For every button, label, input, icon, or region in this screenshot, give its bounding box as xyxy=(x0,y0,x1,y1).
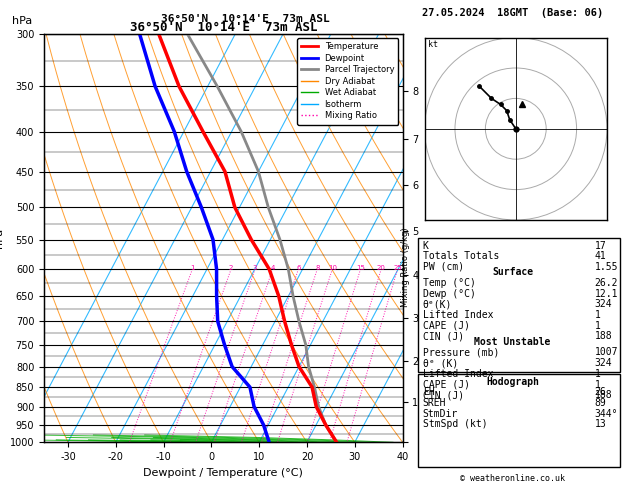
X-axis label: Dewpoint / Temperature (°C): Dewpoint / Temperature (°C) xyxy=(143,468,303,478)
Text: 324: 324 xyxy=(594,358,612,368)
Text: 89: 89 xyxy=(594,398,606,408)
Y-axis label: km
ASL: km ASL xyxy=(435,238,453,260)
Text: 324: 324 xyxy=(594,299,612,310)
Text: Lifted Index: Lifted Index xyxy=(423,310,493,320)
Title: 36°50'N  10°14'E  73m ASL: 36°50'N 10°14'E 73m ASL xyxy=(130,21,317,34)
Text: Lifted Index: Lifted Index xyxy=(423,369,493,379)
Legend: Temperature, Dewpoint, Parcel Trajectory, Dry Adiabat, Wet Adiabat, Isotherm, Mi: Temperature, Dewpoint, Parcel Trajectory… xyxy=(297,38,398,124)
Text: 188: 188 xyxy=(594,331,612,342)
Text: Pressure (mb): Pressure (mb) xyxy=(423,347,499,358)
Text: Mixing Ratio (g/kg): Mixing Ratio (g/kg) xyxy=(401,227,410,307)
Text: θᵉ (K): θᵉ (K) xyxy=(423,358,458,368)
Text: 1: 1 xyxy=(594,380,600,390)
Text: PW (cm): PW (cm) xyxy=(423,262,464,272)
Text: 1: 1 xyxy=(594,369,600,379)
Text: hPa: hPa xyxy=(12,16,32,26)
Text: 20: 20 xyxy=(377,265,386,271)
Text: 13: 13 xyxy=(594,419,606,430)
Text: 41: 41 xyxy=(594,251,606,261)
Text: Surface: Surface xyxy=(492,267,533,278)
Text: 15: 15 xyxy=(356,265,365,271)
Text: Temp (°C): Temp (°C) xyxy=(423,278,476,288)
Text: 10: 10 xyxy=(328,265,337,271)
Text: StmDir: StmDir xyxy=(423,409,458,419)
Text: 36°50'N  10°14'E  73m ASL: 36°50'N 10°14'E 73m ASL xyxy=(161,14,330,24)
Text: 8: 8 xyxy=(315,265,320,271)
Text: StmSpd (kt): StmSpd (kt) xyxy=(423,419,487,430)
Text: θᵉ(K): θᵉ(K) xyxy=(423,299,452,310)
Text: 188: 188 xyxy=(594,390,612,400)
Text: 2: 2 xyxy=(229,265,233,271)
Text: Dewp (°C): Dewp (°C) xyxy=(423,289,476,299)
Text: 1007: 1007 xyxy=(594,347,618,358)
Text: 27.05.2024  18GMT  (Base: 06): 27.05.2024 18GMT (Base: 06) xyxy=(422,8,603,17)
Text: K: K xyxy=(423,241,428,251)
Text: CAPE (J): CAPE (J) xyxy=(423,321,470,331)
Text: 17: 17 xyxy=(594,241,606,251)
Text: Hodograph: Hodograph xyxy=(486,377,539,387)
Text: CIN (J): CIN (J) xyxy=(423,331,464,342)
Text: kt: kt xyxy=(428,40,438,49)
Text: CIN (J): CIN (J) xyxy=(423,390,464,400)
Text: 1: 1 xyxy=(594,310,600,320)
Text: 3: 3 xyxy=(253,265,257,271)
Text: 26: 26 xyxy=(594,387,606,398)
Text: Totals Totals: Totals Totals xyxy=(423,251,499,261)
Text: Most Unstable: Most Unstable xyxy=(474,337,551,347)
Text: 26.2: 26.2 xyxy=(594,278,618,288)
Text: 1: 1 xyxy=(190,265,194,271)
Text: 4: 4 xyxy=(270,265,275,271)
Text: 25: 25 xyxy=(393,265,402,271)
Text: 344°: 344° xyxy=(594,409,618,419)
Text: EH: EH xyxy=(423,387,435,398)
Text: 1.55: 1.55 xyxy=(594,262,618,272)
Text: © weatheronline.co.uk: © weatheronline.co.uk xyxy=(460,474,565,483)
Text: 6: 6 xyxy=(296,265,301,271)
Text: 12.1: 12.1 xyxy=(594,289,618,299)
Text: SREH: SREH xyxy=(423,398,446,408)
Y-axis label: hPa: hPa xyxy=(0,228,4,248)
Text: CAPE (J): CAPE (J) xyxy=(423,380,470,390)
Text: 1: 1 xyxy=(594,321,600,331)
